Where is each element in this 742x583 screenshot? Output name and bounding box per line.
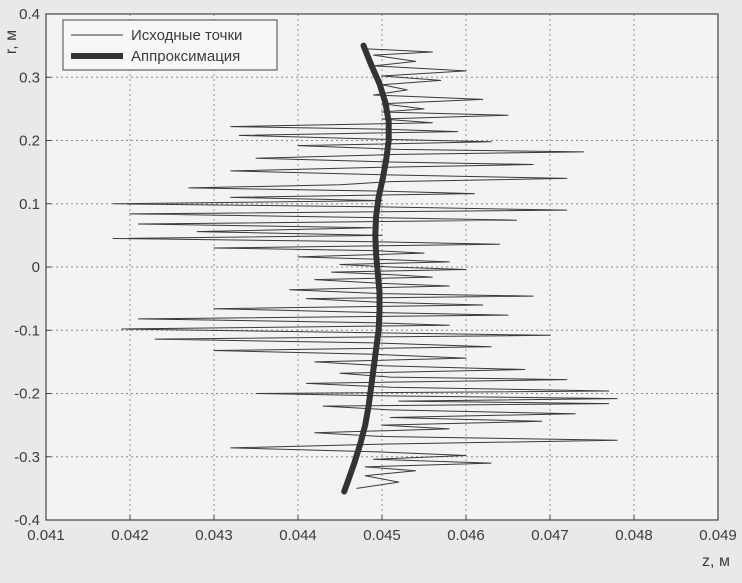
y-tick-label: 0.2 bbox=[19, 133, 40, 150]
y-tick-label: -0.1 bbox=[14, 322, 40, 339]
y-tick-label: 0.3 bbox=[19, 69, 40, 86]
series-approximation-line bbox=[341, 42, 392, 495]
x-tick-label: 0.045 bbox=[363, 527, 401, 544]
x-tick-label: 0.049 bbox=[699, 527, 737, 544]
x-tick-label: 0.043 bbox=[195, 527, 233, 544]
y-tick-label: 0 bbox=[32, 259, 40, 276]
x-axis-label: z, м bbox=[702, 553, 730, 570]
x-tick-label: 0.046 bbox=[447, 527, 485, 544]
series-raw-points-line bbox=[112, 48, 618, 489]
y-tick-label: 0.4 bbox=[19, 6, 40, 23]
legend: Исходные точки Аппроксимация bbox=[62, 19, 278, 71]
y-tick-label: -0.4 bbox=[14, 512, 40, 529]
y-tick-label: -0.3 bbox=[14, 449, 40, 466]
y-axis-label: r, м bbox=[3, 30, 20, 54]
series-layer bbox=[112, 42, 618, 495]
x-tick-label: 0.047 bbox=[531, 527, 569, 544]
legend-box bbox=[62, 19, 278, 71]
grid bbox=[46, 14, 718, 520]
x-tick-label: 0.048 bbox=[615, 527, 653, 544]
y-tick-label: -0.2 bbox=[14, 386, 40, 403]
ticks: 0.041 0.042 0.043 0.044 0.045 0.046 0.047 0.048… bbox=[14, 6, 737, 544]
x-tick-label: 0.042 bbox=[111, 527, 149, 544]
x-tick-label: 0.044 bbox=[279, 527, 317, 544]
legend-entry-fit: Аппроксимация bbox=[131, 48, 240, 65]
y-tick-label: 0.1 bbox=[19, 196, 40, 213]
x-tick-label: 0.041 bbox=[27, 527, 65, 544]
legend-entry-raw: Исходные точки bbox=[131, 27, 242, 44]
